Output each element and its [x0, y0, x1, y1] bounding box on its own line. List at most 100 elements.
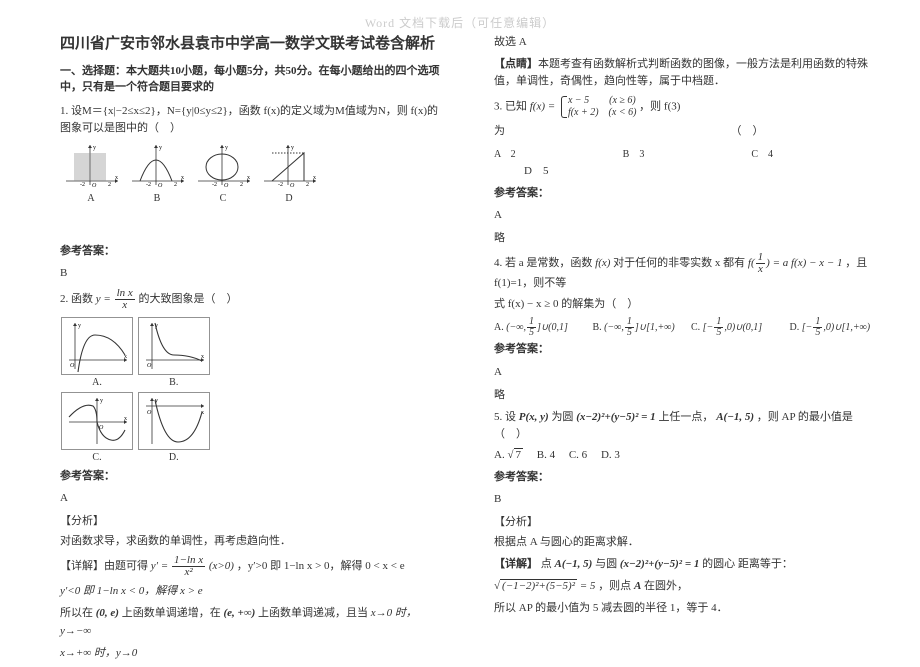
q1-graphs: -22 yx O -22 yx O — [60, 141, 446, 189]
watermark-text: Word 文档下载后（可任意编辑） — [0, 14, 920, 31]
q5-oB: B. 4 — [537, 449, 555, 461]
q4-options: A. (−∞,15]∪(0,1] B. (−∞,15]∪[1,+∞) C. [−… — [494, 317, 880, 338]
q3-text: 3. 已知 f(x) = x − 5 (x ≥ 6) f(x + 2) (x <… — [494, 95, 880, 119]
select-a: 故选 A — [494, 34, 880, 51]
q4-lue: 略 — [494, 387, 880, 404]
q2-graph-d: yx O — [138, 392, 210, 450]
q2-label-c: C. — [60, 452, 134, 463]
q5-an-tag: 【分析】 — [494, 514, 880, 531]
q1-graph-b: -22 yx O — [126, 141, 188, 189]
q3-lue: 略 — [494, 230, 880, 247]
q3-pw-row2: f(x + 2) (x < 6) — [568, 107, 636, 119]
q3-piecewise: x − 5 (x ≥ 6) f(x + 2) (x < 6) — [558, 95, 636, 119]
q5-det-b: 与圆 — [595, 558, 617, 570]
svg-text:O: O — [290, 183, 295, 189]
q4-answer-label: 参考答案： — [494, 341, 880, 358]
q2-lc-a: 所以在 — [60, 607, 93, 619]
q5-pt: P(x, y) — [519, 411, 549, 423]
q3-post: ，则 f(3) — [639, 101, 680, 113]
svg-text:x: x — [124, 416, 127, 422]
q2-text: 2. 函数 y = ln xx 的大致图象是（ ） — [60, 288, 446, 311]
page-columns: 四川省广安市邻水县袁市中学高一数学文联考试卷含解析 一、选择题：本大题共10小题… — [0, 0, 920, 667]
q5-det-circ: (x−2)²+(y−5)² = 1 — [620, 558, 700, 570]
q3-pw-row1: x − 5 (x ≥ 6) — [568, 95, 636, 107]
section-heading: 一、选择题：本大题共10小题，每小题5分，共50分。在每小题给出的四个选项中，只… — [60, 64, 446, 95]
q1-label-c: C — [192, 192, 254, 240]
q1-label-b: B — [126, 192, 188, 240]
q1-labels: A B C D — [60, 192, 446, 240]
q2-graph-b: yx O — [138, 317, 210, 375]
q1-answer-label: 参考答案： — [60, 243, 446, 260]
svg-text:y: y — [159, 145, 162, 151]
q2-line-c: 所以在 (0, e) 上函数单调递增，在 (e, +∞) 上函数单调递减，且当 … — [60, 605, 446, 639]
q4-b-pre: B. — [593, 322, 602, 333]
svg-text:y: y — [100, 398, 103, 404]
q4-l2: 式 f(x) − x ≥ 0 的解集为（ ） — [494, 298, 638, 310]
q5-root: (−1−2)²+(5−5)² — [500, 579, 577, 592]
q4-opt-a: A. (−∞,15]∪(0,1] — [494, 317, 585, 338]
svg-text:O: O — [70, 363, 75, 369]
q2-int1: (0, e) — [96, 607, 119, 619]
q5-options: A. 7 B. 4 C. 6 D. 3 — [494, 447, 880, 464]
svg-text:2: 2 — [306, 182, 309, 188]
svg-text:x: x — [181, 175, 184, 181]
q2-lc-c: 上函数单调递减，且当 — [258, 607, 368, 619]
q2-answer-value: A — [60, 490, 446, 507]
q1-graph-a: -22 yx O — [60, 141, 122, 189]
q4-line2: 式 f(x) − x ≥ 0 的解集为（ ） — [494, 296, 880, 313]
q2-den: x — [115, 300, 135, 311]
q5-text: 5. 设 P(x, y) 为圆 (x−2)²+(y−5)² = 1 上任一点， … — [494, 409, 880, 443]
q3-opt-d: D 5 — [494, 163, 880, 180]
q3-fx: f(x) = — [530, 101, 555, 113]
q5-det-e: 在圆外， — [644, 580, 688, 592]
q2-dcond: (x>0) — [209, 560, 234, 572]
q4-eqd: x — [756, 264, 766, 275]
tip-tag: 【点睛】 — [494, 58, 538, 70]
svg-text:x: x — [313, 175, 316, 181]
q5-det-c: 的圆心 距离等于： — [702, 558, 793, 570]
svg-text:O: O — [158, 183, 163, 189]
q2-analysis-tag: 【分析】 — [60, 513, 446, 530]
q5-root-line: (−1−2)²+(5−5)² = 5 ，则点 A 在圆外， — [494, 578, 880, 595]
q5-final: 所以 AP 的最小值为 5 减去圆的半径 1，等于 4． — [494, 600, 880, 617]
q4-c-pre: C. — [691, 322, 700, 333]
q4-d-pre: D. — [790, 322, 800, 333]
q2-detail-tag: 【详解】由题可得 — [60, 560, 148, 572]
svg-text:y: y — [93, 145, 96, 151]
svg-text:O: O — [147, 363, 152, 369]
svg-text:-2: -2 — [278, 182, 283, 188]
q3-answer-value: A — [494, 207, 880, 224]
q5-detail: 【详解】 点 A(−1, 5) 与圆 (x−2)²+(y−5)² = 1 的圆心… — [494, 556, 880, 573]
q2-detail-line1: 【详解】由题可得 y′ = 1−ln xx² (x>0) ，y′>0 即 1−l… — [60, 555, 446, 578]
svg-text:2: 2 — [108, 182, 111, 188]
q5-root-eq: = 5 — [580, 580, 596, 592]
q5-oA-val: 7 — [514, 448, 524, 461]
doc-title: 四川省广安市邻水县袁市中学高一数学文联考试卷含解析 — [60, 34, 446, 54]
q2-label-d: D. — [137, 452, 211, 463]
q2-analysis-line: 对函数求导，求函数的单调性，再考虑趋向性． — [60, 533, 446, 550]
q1-text: 1. 设M＝{x|−2≤x≤2}，N={y|0≤y≤2}，函数 f(x)的定义域… — [60, 103, 446, 137]
q3-wei: 为 （ ） — [494, 123, 880, 140]
q3-opt-b: B 3 — [623, 145, 752, 160]
svg-text:O: O — [92, 183, 97, 189]
svg-text:O: O — [224, 183, 229, 189]
svg-text:x: x — [115, 175, 118, 181]
q2-graph-c: yx O — [61, 392, 133, 450]
q5-oC: C. 6 — [569, 449, 587, 461]
q5-det-A2: A — [634, 580, 641, 592]
svg-text:2: 2 — [240, 182, 243, 188]
q2-graph-a: yx O — [61, 317, 133, 375]
q4-opt-c: C. [−15,0)∪(0,1] — [691, 317, 782, 338]
q3-options: A 2 B 3 C 4 — [494, 145, 880, 160]
q2-dden: x² — [172, 567, 205, 578]
svg-text:x: x — [201, 354, 204, 360]
q5-circ: (x−2)²+(y−5)² = 1 — [576, 411, 656, 423]
q2-graphs-row1: yx O A. yx O — [60, 315, 446, 390]
q2-int2: (e, +∞) — [223, 607, 255, 619]
q5-mid1: 为圆 — [551, 411, 573, 423]
q4-mid: 对于任何的非零实数 x 都有 — [613, 257, 745, 269]
q5-answer-value: B — [494, 491, 880, 508]
q5-an-text: 根据点 A 与圆心的距离求解． — [494, 536, 639, 548]
q5-mid2: 上任一点， — [658, 411, 713, 423]
svg-text:y: y — [225, 145, 228, 151]
